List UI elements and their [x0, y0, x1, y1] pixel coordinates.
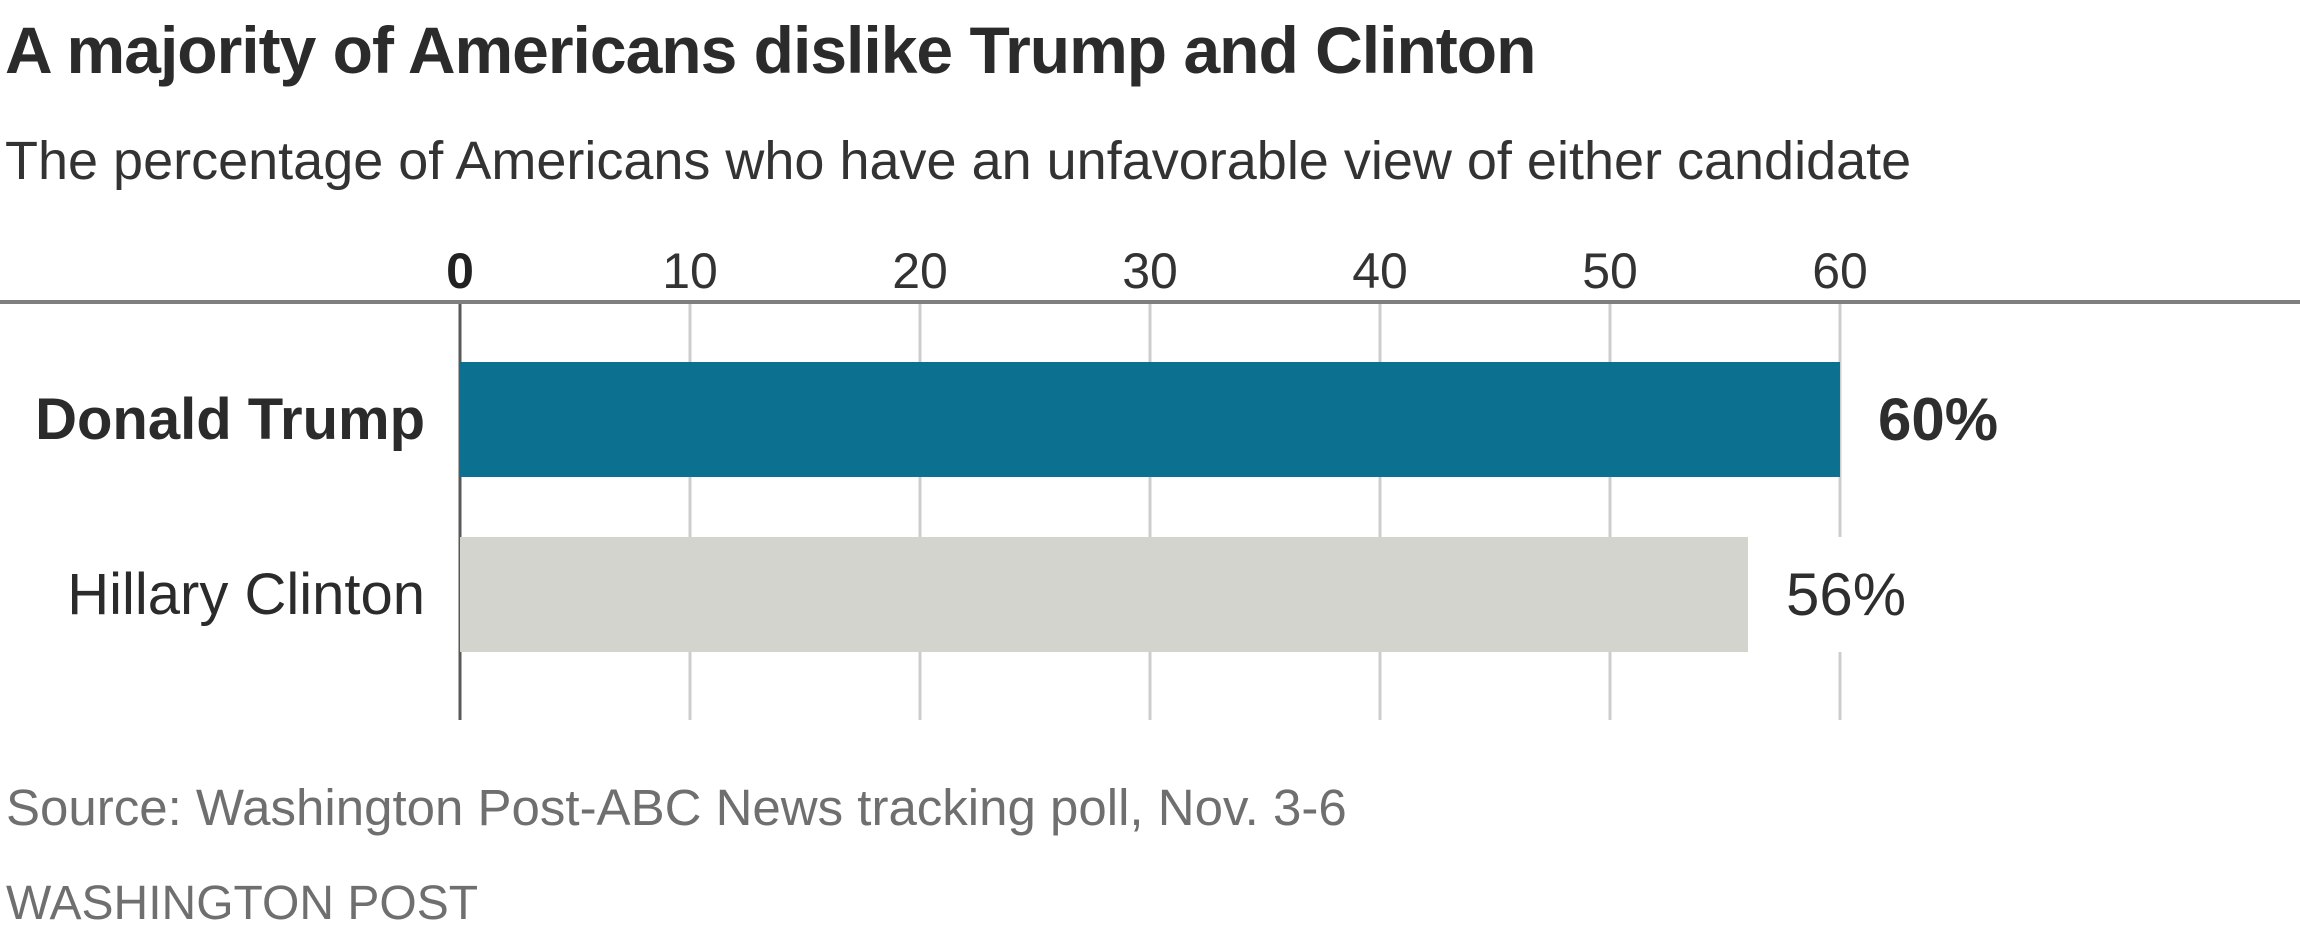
x-tick-label-60: 60: [1812, 243, 1868, 299]
gridline-50: [1608, 304, 1612, 720]
chart-title: A majority of Americans dislike Trump an…: [5, 13, 1536, 87]
source-note: Source: Washington Post-ABC News trackin…: [6, 779, 1347, 836]
bar-donald-trump: [460, 362, 1840, 477]
x-tick-label-0: 0: [446, 243, 474, 299]
value-label-hillary-clinton: 56%: [1772, 537, 1921, 652]
bar-hillary-clinton: [460, 537, 1748, 652]
credit-washington-post: WASHINGTON POST: [6, 877, 479, 930]
category-label-hillary-clinton: Hillary Clinton: [67, 562, 425, 627]
gridline-40: [1378, 304, 1382, 720]
x-tick-label-20: 20: [892, 243, 948, 299]
gridline-10: [688, 304, 692, 720]
gridline-60: [1838, 304, 1842, 720]
x-tick-label-40: 40: [1352, 243, 1408, 299]
x-tick-label-50: 50: [1582, 243, 1638, 299]
gridline-20: [918, 304, 922, 720]
category-label-donald-trump: Donald Trump: [35, 387, 425, 452]
x-tick-label-30: 30: [1122, 243, 1178, 299]
top-rule: [0, 300, 2300, 304]
plot-area: Donald Trump 60% Hillary Clinton 56%: [0, 304, 2300, 720]
chart-subtitle: The percentage of Americans who have an …: [5, 131, 1912, 191]
y-axis-line: [458, 304, 462, 720]
x-axis: 0 10 20 30 40 50 60: [0, 230, 2300, 296]
x-tick-label-10: 10: [662, 243, 718, 299]
value-label-donald-trump: 60%: [1864, 362, 2013, 477]
gridline-30: [1148, 304, 1152, 720]
